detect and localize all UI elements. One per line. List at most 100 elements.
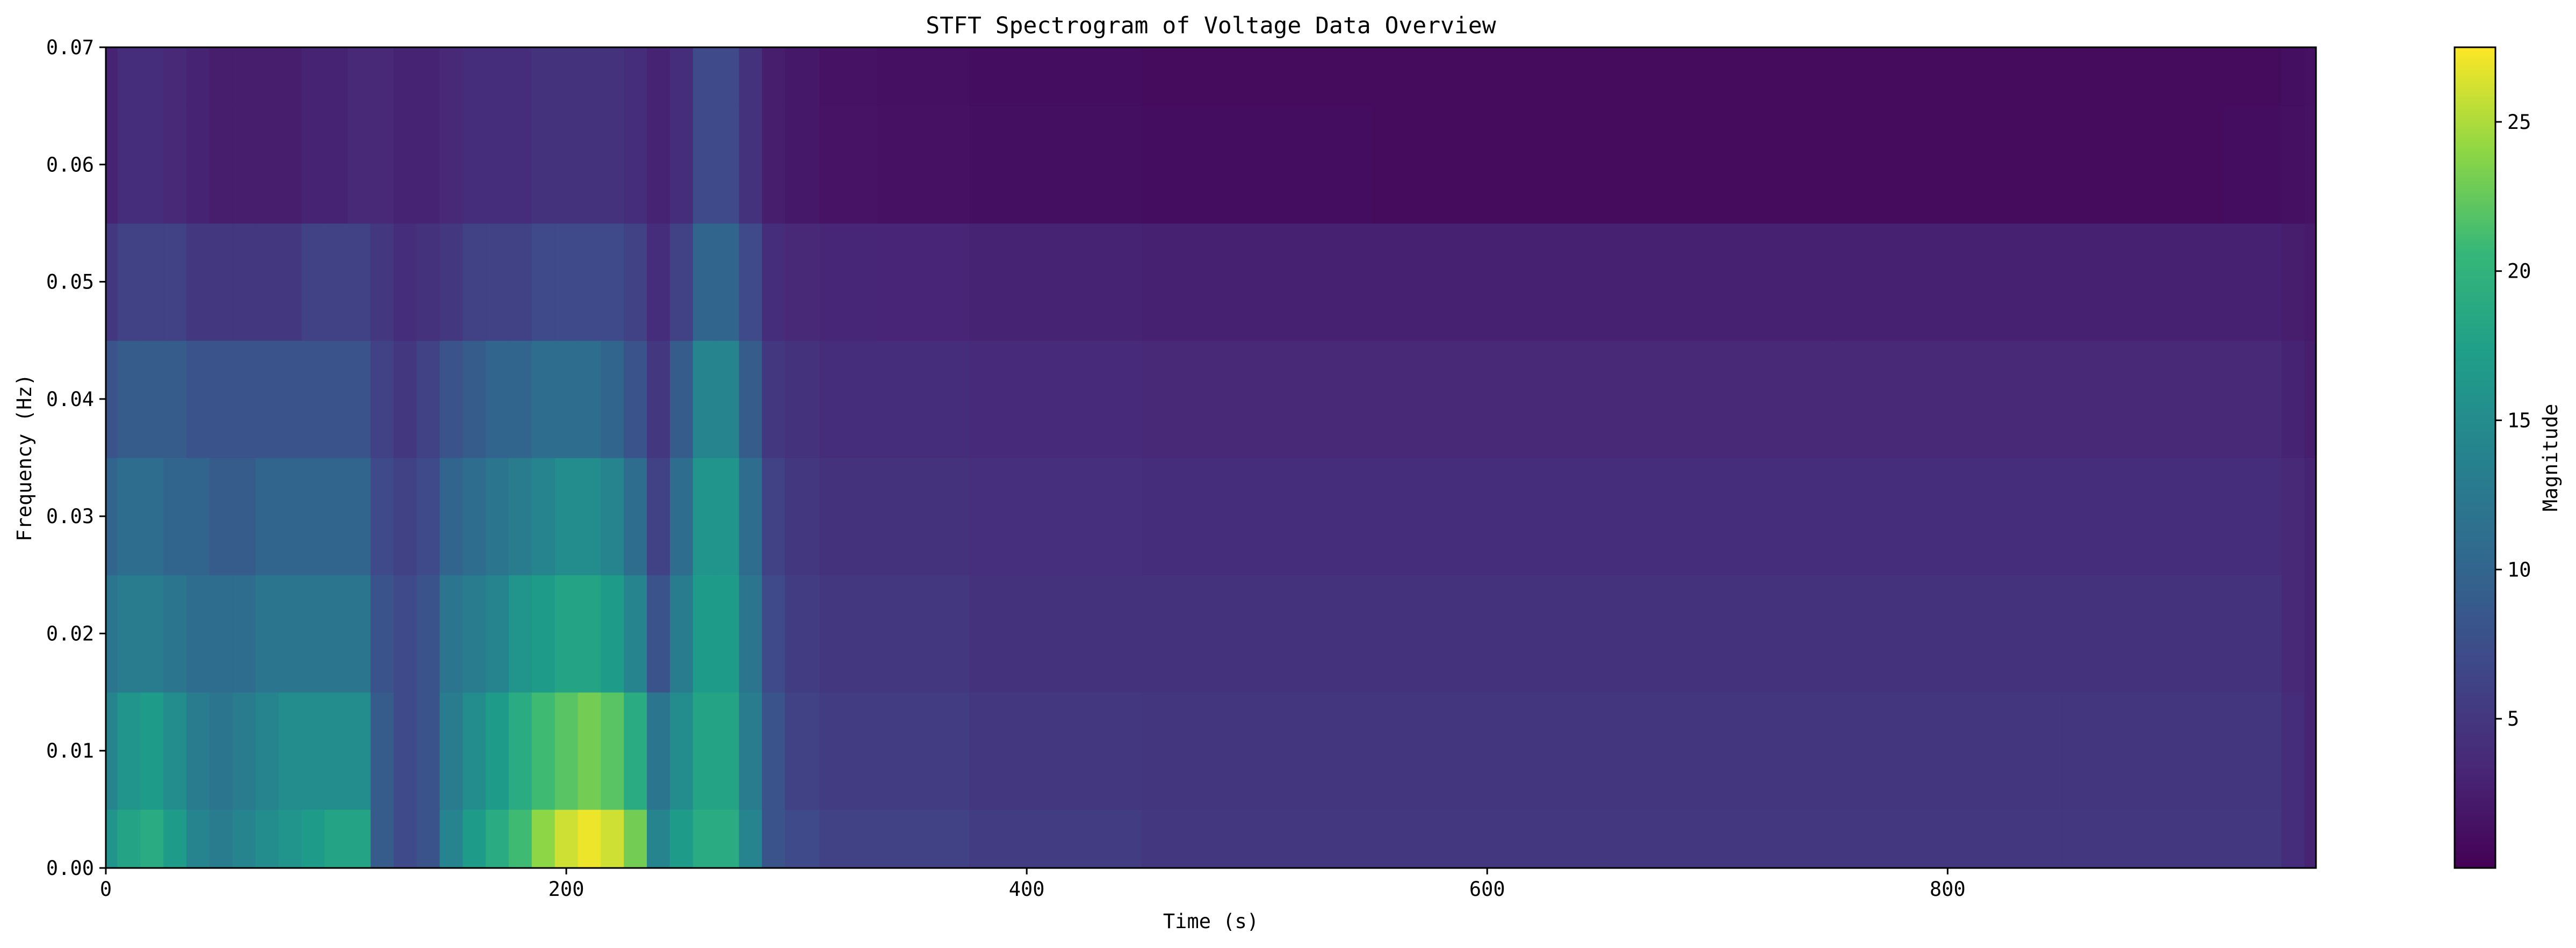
heatmap-cell xyxy=(531,458,555,576)
heatmap-cell xyxy=(1832,458,2063,576)
heatmap-cell xyxy=(209,575,233,693)
heatmap-cell xyxy=(232,809,256,868)
chart-title: STFT Spectrogram of Voltage Data Overvie… xyxy=(926,12,1496,39)
heatmap-cell xyxy=(554,809,579,868)
heatmap-cell xyxy=(1372,340,1603,458)
heatmap-cell xyxy=(2304,340,2316,458)
heatmap-cell xyxy=(324,106,348,224)
heatmap-cell xyxy=(1832,47,2063,106)
heatmap-cell xyxy=(601,575,625,693)
heatmap-cell xyxy=(624,340,647,458)
heatmap-cell xyxy=(819,809,878,868)
heatmap-cell xyxy=(106,458,118,576)
heatmap-cell xyxy=(762,458,785,576)
heatmap-cell xyxy=(647,223,670,341)
heatmap-cell xyxy=(1832,340,2063,458)
x-tick-label: 200 xyxy=(549,878,585,901)
heatmap-cell xyxy=(117,106,141,224)
heatmap-cell xyxy=(416,106,441,224)
heatmap-cell xyxy=(439,223,464,341)
heatmap-cell xyxy=(578,47,602,106)
heatmap-cell xyxy=(106,223,118,341)
heatmap-cell xyxy=(2062,458,2225,576)
heatmap-cell xyxy=(578,106,602,224)
heatmap-cell xyxy=(1832,692,2063,810)
heatmap-cell xyxy=(692,575,717,693)
heatmap-cell xyxy=(647,809,670,868)
heatmap-cell xyxy=(785,458,820,576)
heatmap-cell xyxy=(416,340,441,458)
heatmap-cell xyxy=(163,106,187,224)
heatmap-cell xyxy=(370,458,394,576)
heatmap-cell xyxy=(762,340,785,458)
heatmap-cell xyxy=(669,340,694,458)
plot-frame xyxy=(105,46,2317,869)
heatmap-cell xyxy=(877,223,970,341)
heatmap-cell xyxy=(106,106,118,224)
heatmap-cell xyxy=(2304,809,2316,868)
heatmap-cell xyxy=(209,223,233,341)
heatmap-cell xyxy=(601,106,625,224)
heatmap-cell xyxy=(819,47,878,106)
heatmap-cell xyxy=(785,340,820,458)
heatmap-cell xyxy=(186,809,210,868)
heatmap-cell xyxy=(232,340,256,458)
heatmap-cell xyxy=(1372,47,1603,106)
heatmap-cell xyxy=(2062,692,2225,810)
heatmap-cell xyxy=(140,692,164,810)
heatmap-cell xyxy=(347,223,371,341)
heatmap-cell xyxy=(1602,809,1833,868)
heatmap-cell xyxy=(255,692,279,810)
heatmap-cell xyxy=(416,692,441,810)
heatmap-cell xyxy=(785,809,820,868)
heatmap-cell xyxy=(762,575,785,693)
heatmap-cell xyxy=(301,809,325,868)
heatmap-cell xyxy=(278,340,302,458)
heatmap-cell xyxy=(692,692,717,810)
heatmap-cell xyxy=(785,47,820,106)
heatmap-cell xyxy=(692,458,717,576)
heatmap-cell xyxy=(1142,575,1373,693)
heatmap-cell xyxy=(2224,106,2282,224)
heatmap-cell xyxy=(739,340,763,458)
heatmap-cell xyxy=(106,809,118,868)
heatmap-cell xyxy=(416,458,441,576)
heatmap-cell xyxy=(393,106,417,224)
heatmap-cell xyxy=(739,692,763,810)
heatmap-cell xyxy=(739,106,763,224)
heatmap-cell xyxy=(301,692,325,810)
heatmap-cell xyxy=(739,809,763,868)
heatmap-cell xyxy=(163,340,187,458)
colorbar-tick-label: 10 xyxy=(2507,558,2531,581)
heatmap-cell xyxy=(624,106,647,224)
heatmap-cell xyxy=(2281,575,2305,693)
heatmap-cell xyxy=(324,340,348,458)
heatmap-cell xyxy=(186,340,210,458)
heatmap-cell xyxy=(2224,692,2282,810)
heatmap-cell xyxy=(785,575,820,693)
heatmap-cell xyxy=(486,458,509,576)
heatmap-cell xyxy=(209,692,233,810)
heatmap-cell xyxy=(647,340,670,458)
heatmap-cell xyxy=(1832,106,2063,224)
heatmap-cell xyxy=(508,692,532,810)
heatmap-cell xyxy=(301,223,325,341)
heatmap-cell xyxy=(647,458,670,576)
y-tick-label: 0.03 xyxy=(46,505,94,528)
heatmap-cell xyxy=(762,809,785,868)
heatmap-cell xyxy=(819,458,878,576)
x-tick-label: 0 xyxy=(100,878,112,901)
heatmap-cell xyxy=(393,458,417,576)
heatmap-cell xyxy=(624,223,647,341)
heatmap-cell xyxy=(301,47,325,106)
heatmap-cell xyxy=(1372,575,1603,693)
heatmap-cell xyxy=(716,47,740,106)
heatmap-cell xyxy=(2062,47,2225,106)
colorbar-label: Magnitude xyxy=(2539,404,2562,511)
heatmap-cell xyxy=(819,692,878,810)
y-tick-label: 0.00 xyxy=(46,857,94,880)
heatmap-cell xyxy=(554,692,579,810)
heatmap-cell xyxy=(762,106,785,224)
heatmap-cell xyxy=(578,458,602,576)
heatmap-cell xyxy=(1602,458,1833,576)
